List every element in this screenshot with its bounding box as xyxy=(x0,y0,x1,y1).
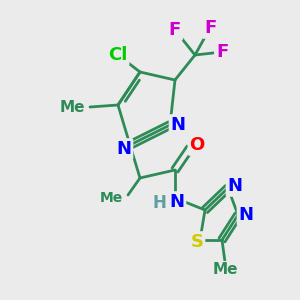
Text: N: N xyxy=(116,140,131,158)
Text: N: N xyxy=(170,116,185,134)
Text: Me: Me xyxy=(100,191,123,205)
Text: H: H xyxy=(152,194,166,212)
Text: Cl: Cl xyxy=(108,46,128,64)
Text: N: N xyxy=(169,193,184,211)
Text: Me: Me xyxy=(212,262,238,278)
Text: S: S xyxy=(190,233,203,251)
Text: F: F xyxy=(216,43,228,61)
Text: N: N xyxy=(227,177,242,195)
Text: N: N xyxy=(238,206,253,224)
Text: F: F xyxy=(204,19,216,37)
Text: F: F xyxy=(169,21,181,39)
Text: Me: Me xyxy=(59,100,85,115)
Text: O: O xyxy=(189,136,205,154)
